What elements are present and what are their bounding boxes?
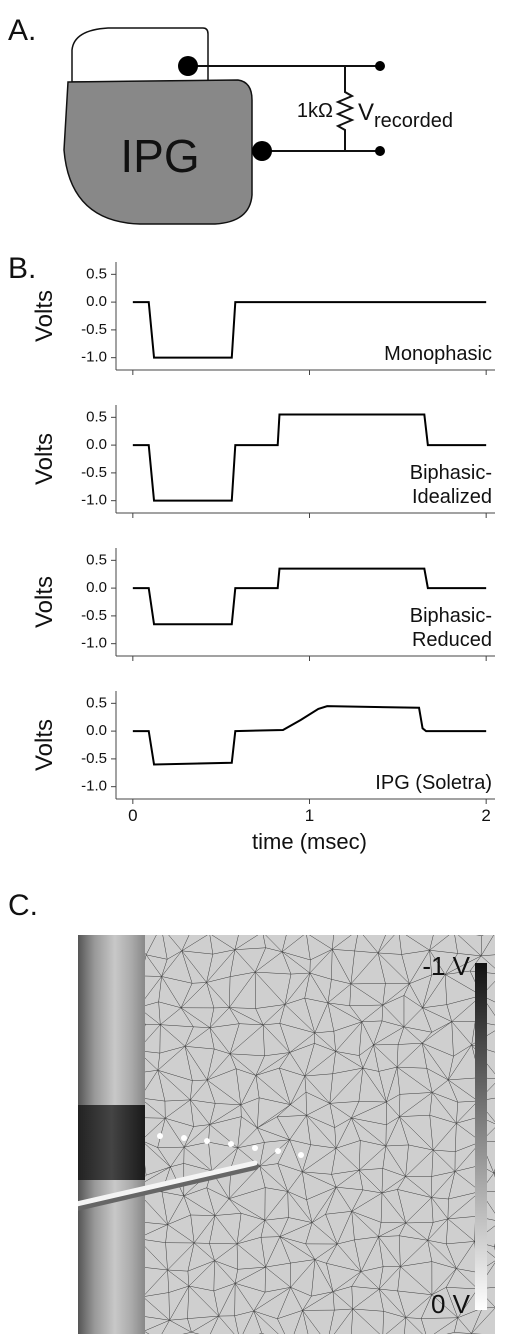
- electrode-dot: [178, 56, 198, 76]
- y-axis-label: Volts: [31, 290, 58, 342]
- y-tick-label: -0.5: [81, 607, 107, 624]
- y-tick-label: 0.0: [86, 579, 107, 596]
- annotation: Monophasic: [384, 343, 492, 365]
- lead-shadow: [78, 1162, 259, 1211]
- y-tick-label: 0.5: [86, 694, 107, 711]
- annotation: IPG (Soletra): [375, 772, 492, 794]
- voltage-main: V: [358, 99, 374, 126]
- terminal: [375, 146, 385, 156]
- y-axis-label: Volts: [31, 433, 58, 485]
- waveform: [132, 705, 487, 766]
- voltage-sub: recorded: [374, 110, 453, 132]
- y-tick-label: -1.0: [81, 492, 107, 509]
- y-tick-label: 0.5: [86, 265, 107, 282]
- y-tick-label: -1.0: [81, 778, 107, 795]
- y-tick-label: -1.0: [81, 349, 107, 366]
- device-label: IPG: [120, 130, 199, 182]
- annotation: Reduced: [412, 629, 492, 651]
- annotation: Idealized: [412, 486, 492, 508]
- waveform: [132, 413, 487, 502]
- x-tick-label: 1: [305, 806, 314, 825]
- colorbar: [475, 963, 487, 1310]
- resistor-label: 1kΩ: [297, 100, 333, 122]
- y-tick-label: 0.5: [86, 551, 107, 568]
- electrode-contact: [78, 1105, 145, 1180]
- ipg-case: [63, 79, 253, 225]
- y-tick-label: -0.5: [81, 750, 107, 767]
- voltage-label: Vrecorded: [358, 99, 453, 132]
- y-tick-label: -1.0: [81, 635, 107, 652]
- field-render: [78, 935, 495, 1334]
- terminal: [375, 61, 385, 71]
- colorbar-min: 0 V: [431, 1289, 471, 1319]
- waveform: [132, 567, 487, 626]
- node-dots: [157, 1133, 304, 1158]
- y-tick-label: 0.0: [86, 293, 107, 310]
- y-tick-label: 0.0: [86, 722, 107, 739]
- y-tick-label: -0.5: [81, 464, 107, 481]
- y-tick-label: 0.5: [86, 408, 107, 425]
- connector-block: [71, 27, 209, 83]
- y-axis-label: Volts: [31, 576, 58, 628]
- x-tick-label: 2: [481, 806, 490, 825]
- lead: [78, 1160, 258, 1207]
- colorbar-max: -1 V: [422, 951, 470, 981]
- circuit: [188, 65, 380, 152]
- x-tick-label: 0: [128, 806, 137, 825]
- y-tick-label: 0.0: [86, 436, 107, 453]
- electrode-dot: [252, 141, 272, 161]
- panel-label: B.: [8, 252, 36, 285]
- annotation: Biphasic-: [410, 462, 492, 484]
- panel-label: C.: [8, 889, 38, 922]
- waveform: [132, 301, 487, 359]
- annotation: Biphasic-: [410, 605, 492, 627]
- x-axis-label: time (msec): [252, 829, 367, 854]
- y-tick-label: -0.5: [81, 321, 107, 338]
- y-axis-label: Volts: [31, 719, 58, 771]
- panel-label: A.: [8, 14, 36, 47]
